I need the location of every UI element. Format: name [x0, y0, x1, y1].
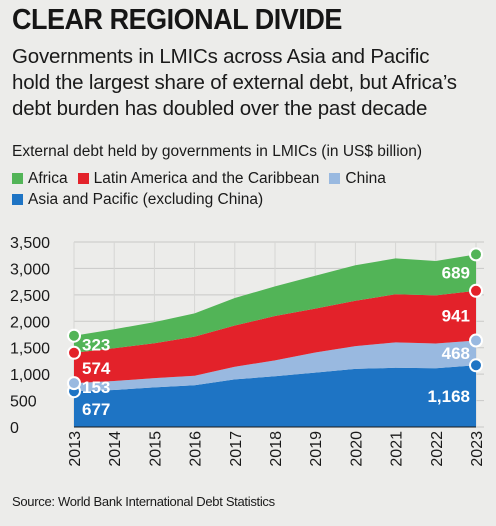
- subtitle-line-1: Governments in LMICs across Asia and Pac…: [12, 45, 430, 68]
- legend-item-china: China: [329, 168, 386, 189]
- x-tick-label-8: 2021: [389, 431, 406, 467]
- legend-item-asia: Asia and Pacific (excluding China): [12, 189, 263, 210]
- marker-china-last: [469, 333, 483, 348]
- x-tick-label-6: 2019: [308, 431, 325, 467]
- marker-latin-america-and-the-caribbean-last: [469, 283, 483, 298]
- area-asia-and-pacific-excluding-china-: [74, 365, 476, 427]
- data-label-china-last: 468: [442, 344, 470, 363]
- y-tick-label-7: 3,500: [10, 235, 50, 252]
- data-label-africa-first: 323: [82, 335, 110, 354]
- x-tick-label-7: 2020: [348, 431, 365, 467]
- area-africa: [74, 254, 476, 353]
- source-note: Source: World Bank International Debt St…: [12, 494, 275, 509]
- x-tick-label-5: 2018: [268, 431, 285, 467]
- legend-label-asia: Asia and Pacific (excluding China): [28, 191, 264, 208]
- data-label-asia-and-pacific-excluding-china--last: 1,168: [427, 387, 470, 406]
- legend-label-latam: Latin America and the Caribbean: [93, 170, 320, 187]
- headline: CLEAR REGIONAL DIVIDE: [12, 4, 342, 36]
- y-tick-label-6: 3,000: [10, 261, 50, 278]
- data-label-china-first: 153: [82, 378, 110, 397]
- legend-label-africa: Africa: [28, 170, 68, 187]
- y-tick-label-1: 500: [10, 394, 37, 411]
- marker-china-first: [67, 376, 81, 391]
- data-label-asia-and-pacific-excluding-china--first: 677: [82, 400, 110, 419]
- legend-swatch-africa: [12, 173, 23, 184]
- y-tick-label-4: 2,000: [10, 314, 50, 331]
- subtitle: Governments in LMICs across Asia and Pac…: [12, 44, 490, 122]
- y-tick-label-0: 0: [10, 420, 19, 437]
- marker-latin-america-and-the-caribbean-first: [67, 345, 81, 360]
- legend-item-latam: Latin America and the Caribbean: [77, 168, 320, 189]
- data-label-latin-america-and-the-caribbean-first: 574: [82, 359, 111, 378]
- legend-swatch-china: [329, 173, 341, 184]
- marker-asia-and-pacific-excluding-china--last: [469, 358, 483, 373]
- y-tick-label-3: 1,500: [10, 341, 50, 358]
- subtitle-line-2: hold the largest share of external debt,…: [12, 71, 457, 94]
- x-tick-label-2: 2015: [147, 431, 164, 467]
- x-tick-label-3: 2016: [188, 431, 205, 467]
- area-china: [74, 340, 476, 392]
- legend-swatch-latam: [77, 173, 89, 184]
- x-tick-label-0: 2013: [67, 431, 84, 467]
- y-tick-label-2: 1,000: [10, 367, 50, 384]
- legend-row-1: Africa Latin America and the Caribbean C…: [12, 168, 492, 189]
- marker-africa-first: [67, 328, 81, 343]
- x-tick-label-10: 2023: [469, 431, 486, 467]
- legend-swatch-asia: [12, 194, 23, 205]
- y-tick-label-5: 2,500: [10, 288, 50, 305]
- x-tick-label-1: 2014: [107, 431, 124, 467]
- legend-label-china: China: [345, 170, 386, 187]
- subtitle-line-3: debt burden has doubled over the past de…: [12, 97, 428, 120]
- legend-row-2: Asia and Pacific (excluding China): [12, 189, 492, 210]
- area-latin-america-and-the-caribbean: [74, 290, 476, 384]
- data-label-africa-last: 689: [442, 264, 470, 283]
- x-tick-label-4: 2017: [228, 431, 245, 467]
- marker-africa-last: [469, 247, 483, 262]
- legend-item-africa: Africa: [12, 168, 68, 189]
- data-label-latin-america-and-the-caribbean-last: 941: [442, 307, 470, 326]
- legend: Africa Latin America and the Caribbean C…: [12, 168, 492, 210]
- x-tick-label-9: 2022: [429, 431, 446, 467]
- chart-title: External debt held by governments in LMI…: [12, 143, 423, 160]
